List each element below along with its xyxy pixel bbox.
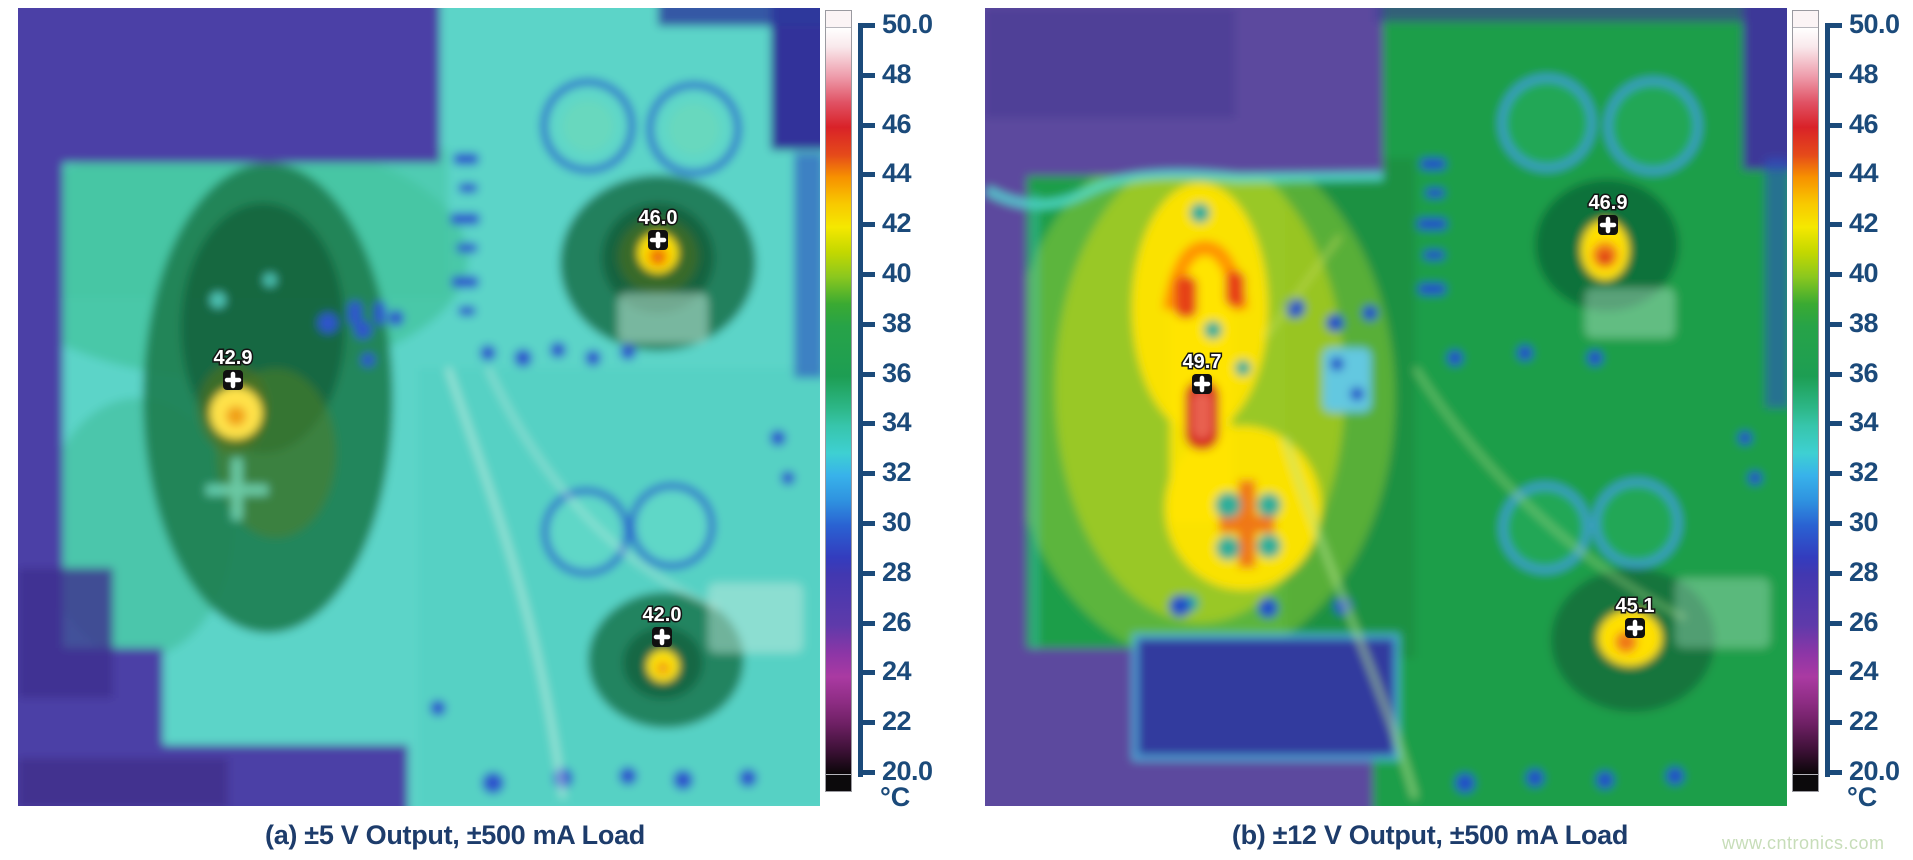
thermal-scene-b bbox=[985, 8, 1787, 806]
colorbar-a bbox=[825, 10, 852, 792]
hot-component-upper-right bbox=[1535, 179, 1679, 311]
colorbar-axis-b: 50.0 48 46 44 42 40 38 36 34 32 30 28 26… bbox=[1825, 9, 1913, 812]
thermal-image-b: 46.9 49.7 45.1 bbox=[985, 8, 1787, 806]
thermal-image-a: 46.0 42.9 42.0 bbox=[18, 8, 820, 806]
background-corner bbox=[1743, 8, 1787, 170]
thermal-image-b-svg: 46.9 49.7 45.1 bbox=[985, 8, 1787, 806]
colorbar-b bbox=[1792, 10, 1819, 792]
cool-bottom-block bbox=[1135, 636, 1397, 758]
spot-marker-center-left: 49.7 bbox=[1181, 350, 1223, 394]
colorbar-unit-label: °C bbox=[880, 782, 911, 812]
colorbar-overflow-box bbox=[826, 11, 851, 28]
spot-temperature-label: 46.0 bbox=[639, 207, 678, 229]
colorbar-gradient bbox=[826, 28, 851, 774]
thermal-scene-a bbox=[18, 8, 820, 806]
colorbar-underflow-box bbox=[1793, 774, 1818, 791]
spot-temperature-label: 42.9 bbox=[214, 347, 253, 369]
pcb-trace bbox=[1412, 366, 1687, 621]
colorbar-axis-line bbox=[858, 25, 863, 777]
pcb-trace bbox=[486, 367, 719, 610]
spot-marker-center-left: 42.9 bbox=[212, 346, 254, 390]
background-corner bbox=[771, 8, 820, 150]
pcb-trace bbox=[445, 367, 566, 799]
spot-marker-lower-right: 45.1 bbox=[1614, 594, 1656, 638]
spot-temperature-label: 49.7 bbox=[1183, 351, 1222, 373]
colorbar-axis-a: 50.0 48 46 44 42 40 38 36 34 32 30 28 26… bbox=[858, 9, 978, 812]
spot-marker-upper-right: 46.9 bbox=[1587, 191, 1629, 235]
thermal-image-a-svg: 46.0 42.9 42.0 bbox=[18, 8, 820, 806]
board-edge-glow bbox=[985, 169, 1384, 209]
colorbar-underflow-box bbox=[826, 774, 851, 791]
capacitor-outlines bbox=[1498, 74, 1702, 574]
regulator-zone bbox=[143, 163, 393, 633]
colorbar-gradient bbox=[1793, 28, 1818, 774]
caption-a: (a) ±5 V Output, ±500 mA Load bbox=[265, 820, 645, 850]
caption-b: (b) ±12 V Output, ±500 mA Load bbox=[1231, 820, 1629, 850]
pcb-trace bbox=[1282, 437, 1418, 799]
colorbar-overflow-box bbox=[1793, 11, 1818, 28]
hot-component-lower-right bbox=[588, 592, 744, 728]
hot-component-upper-right bbox=[560, 175, 756, 351]
spot-marker-upper-right: 46.0 bbox=[637, 206, 679, 250]
colorbar-unit-label: °C bbox=[1847, 782, 1878, 812]
spot-temperature-label: 42.0 bbox=[643, 604, 682, 626]
colorbar-axis-line bbox=[1825, 25, 1830, 777]
cool-component bbox=[1323, 348, 1371, 412]
spot-temperature-label: 46.9 bbox=[1589, 192, 1628, 214]
watermark: www.cntronics.com bbox=[1722, 833, 1885, 853]
spot-temperature-label: 45.1 bbox=[1616, 595, 1655, 617]
spot-marker-lower-right: 42.0 bbox=[641, 603, 683, 647]
